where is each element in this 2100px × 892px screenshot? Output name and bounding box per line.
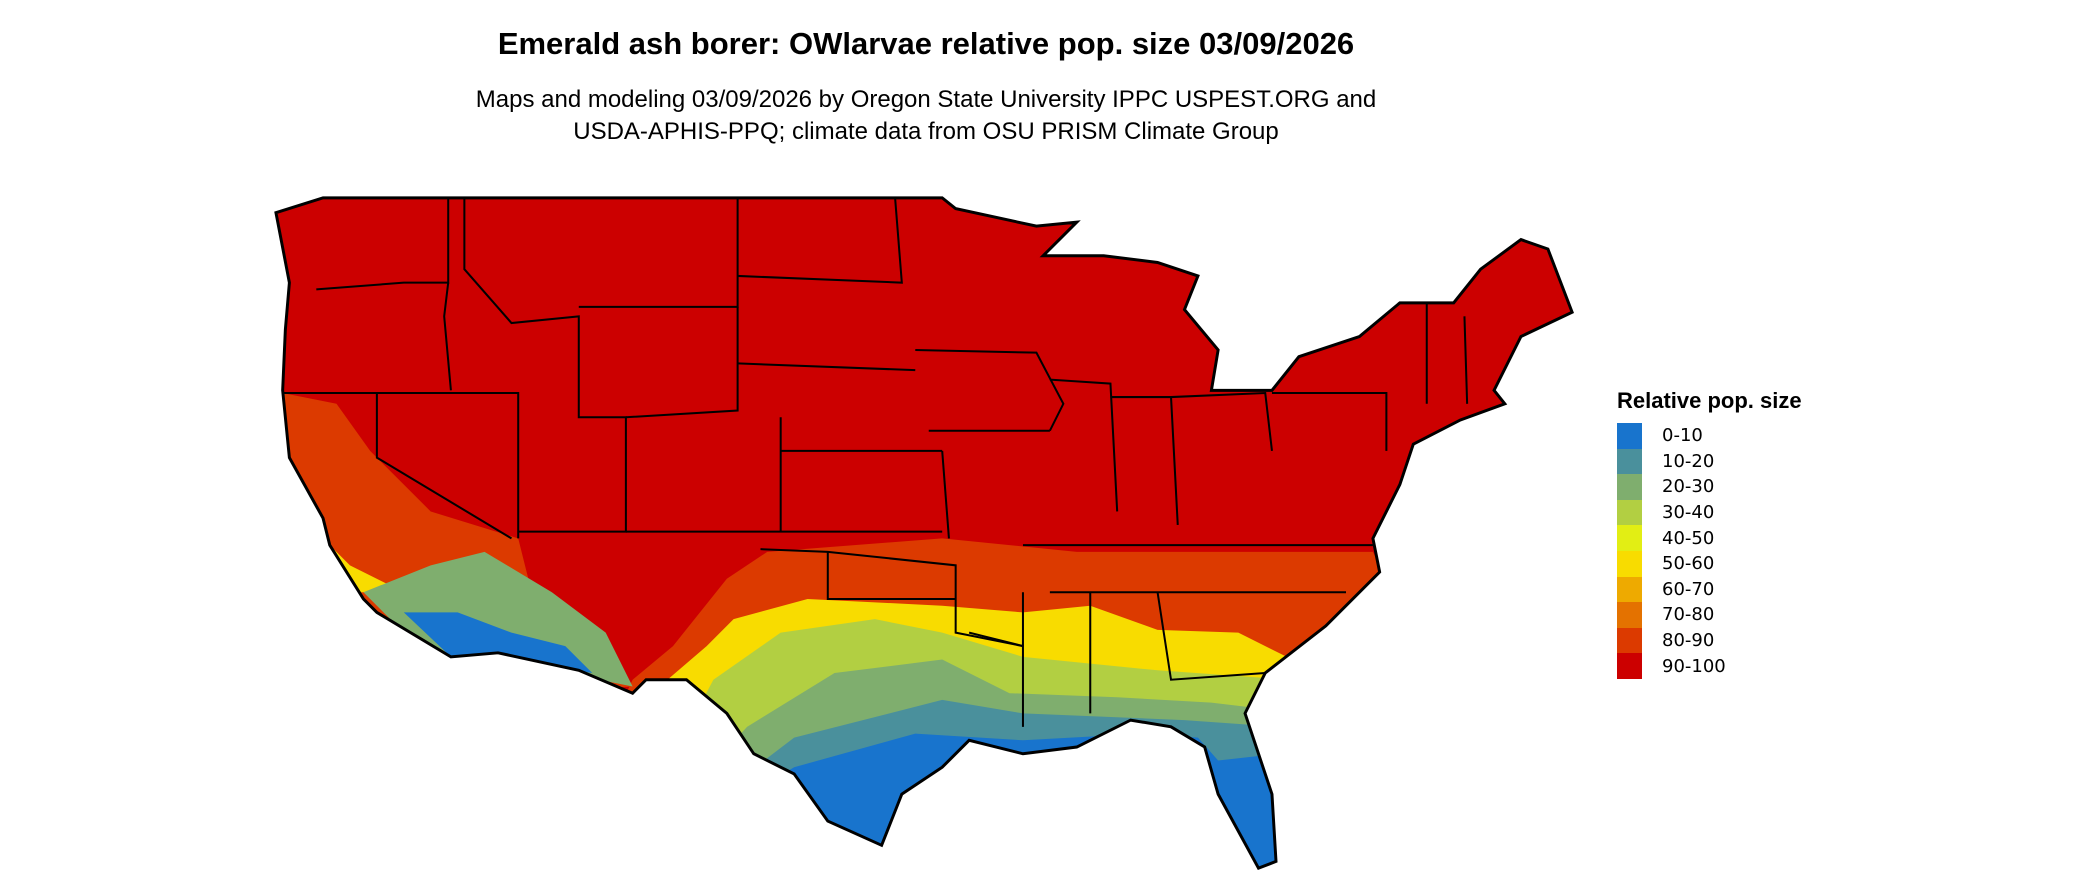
state-border (1271, 392, 1388, 451)
legend-title: Relative pop. size (1617, 388, 1802, 413)
zone-0-10 (605, 733, 1573, 869)
state-border (941, 450, 950, 539)
legend-label: 0-10 (1662, 425, 1703, 447)
state-border (282, 392, 520, 539)
state-border (375, 393, 512, 540)
state-borders (282, 197, 1469, 727)
legend-item: 20-30 (1617, 474, 1802, 500)
legend-swatch (1617, 653, 1642, 679)
legend-item: 10-20 (1617, 448, 1802, 475)
legend-swatch (1617, 423, 1642, 449)
state-border (1463, 316, 1469, 404)
state-border (316, 197, 450, 291)
state-border (1049, 378, 1119, 512)
state-border (737, 197, 903, 284)
legend-item: 0-10 (1617, 423, 1802, 449)
state-border (760, 548, 1024, 648)
legend-swatch (1617, 627, 1642, 654)
legend-swatch (1617, 448, 1642, 475)
state-border (968, 631, 1024, 648)
legend-swatch (1617, 602, 1642, 628)
legend-label: 80-90 (1662, 630, 1715, 652)
state-border (518, 393, 627, 533)
legend-label: 10-20 (1662, 450, 1715, 472)
legend-label: 50-60 (1662, 553, 1715, 575)
state-border (737, 362, 916, 372)
state-border (826, 551, 956, 600)
legend-swatch (1617, 474, 1642, 500)
legend-label: 90-100 (1662, 655, 1726, 677)
state-border (443, 282, 452, 391)
legend-label: 60-70 (1662, 578, 1715, 600)
zone-0-10-sw (403, 612, 593, 673)
map-title: Emerald ash borer: OWlarvae relative pop… (497, 26, 1355, 61)
legend-item: 50-60 (1617, 550, 1802, 577)
legend-label: 20-30 (1662, 476, 1715, 498)
legend-swatch (1617, 499, 1642, 526)
state-border (1170, 391, 1273, 452)
legend-item: 60-70 (1617, 576, 1802, 603)
state-border (915, 348, 1065, 432)
legend-label: 40-50 (1662, 527, 1715, 549)
legend-item: 40-50 (1617, 525, 1802, 551)
legend-swatch (1617, 525, 1642, 551)
state-border (463, 197, 580, 394)
map-subtitle-line2: USDA-APHIS-PPQ; climate data from OSU PR… (573, 118, 1279, 145)
legend-item: 80-90 (1617, 627, 1802, 654)
legend-item: 30-40 (1617, 499, 1802, 526)
legend-item: 90-100 (1617, 653, 1802, 679)
legend-label: 70-80 (1662, 604, 1715, 626)
legend-label: 30-40 (1662, 502, 1715, 524)
legend-swatch (1617, 576, 1642, 603)
legend-item: 70-80 (1617, 602, 1802, 628)
us-outline (274, 196, 1575, 871)
state-border (625, 306, 739, 419)
legend-swatch (1617, 550, 1642, 577)
map-subtitle-line1: Maps and modeling 03/09/2026 by Oregon S… (475, 86, 1377, 113)
legend: Relative pop. size 0-10 10-20 20-30 30-40 40… (1617, 388, 1802, 679)
state-border (1156, 592, 1266, 681)
